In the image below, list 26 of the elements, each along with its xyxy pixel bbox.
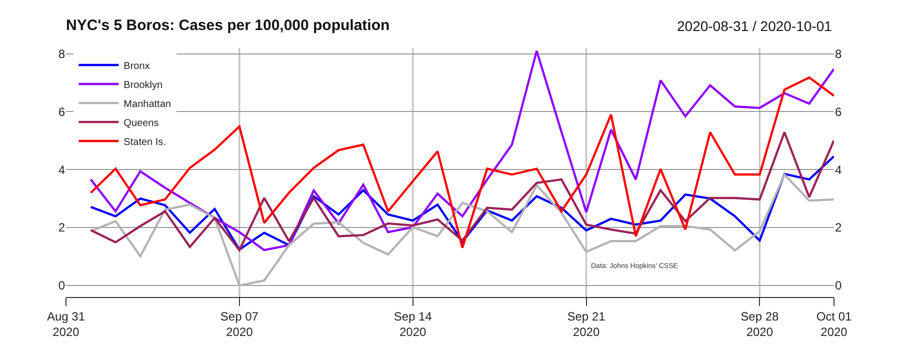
y-tick-label: 0: [58, 278, 66, 293]
legend-label: Queens: [124, 118, 159, 129]
line-series: [90, 173, 834, 287]
legend-label: Staten Is.: [124, 136, 166, 148]
y-tick-label: 6: [58, 104, 66, 119]
y-tick-label: 8: [58, 46, 66, 61]
x-tick-label: Oct 01 2020: [816, 309, 852, 339]
legend-label: Bronx: [124, 60, 150, 72]
x-tick-label: Sep 21 2020: [567, 309, 606, 339]
y2-tick-label: 0: [835, 278, 842, 293]
legend-label: Brooklyn: [124, 80, 163, 91]
x-tick-label: Sep 28 2020: [740, 309, 780, 339]
y-tick-label: 2: [58, 220, 66, 235]
line-series: [90, 155, 834, 251]
x-tick-label: Aug 31 2020: [46, 309, 86, 339]
legend-label: Manhattan: [124, 98, 171, 110]
chart-subtitle: 2020-08-31 / 2020-10-01: [677, 18, 832, 34]
y2-tick-label: 2: [835, 220, 842, 235]
y2-tick-label: 4: [835, 162, 842, 177]
x-tick-label: Sep 14 2020: [394, 309, 432, 339]
y2-tick-label: 6: [835, 104, 842, 119]
x-tick-label: Sep 07 2020: [220, 309, 259, 339]
line-series: [90, 131, 834, 252]
y2-tick-label: 8: [835, 46, 842, 61]
y-tick-label: 4: [58, 162, 66, 177]
chart-title: NYC's 5 Boros: Cases per 100,000 population: [66, 16, 390, 34]
